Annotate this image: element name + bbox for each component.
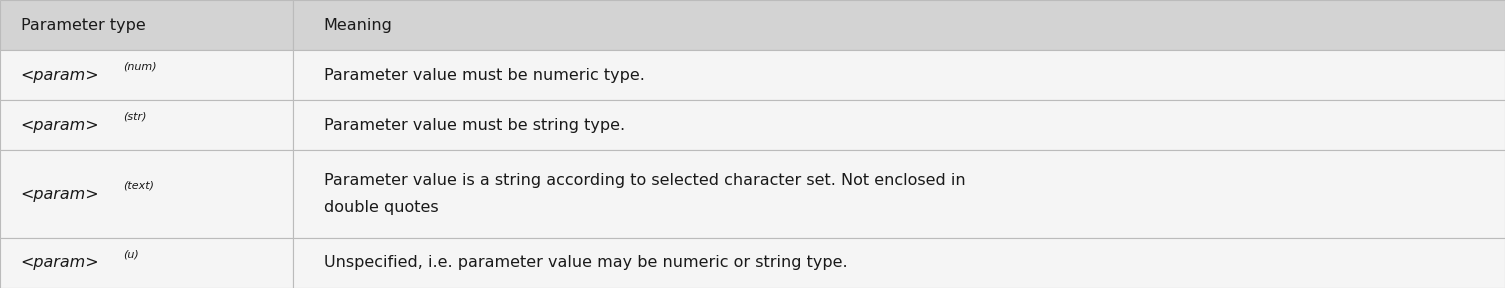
Text: Parameter type: Parameter type (21, 18, 146, 33)
Text: (text): (text) (123, 181, 155, 191)
Text: Parameter value must be numeric type.: Parameter value must be numeric type. (324, 68, 644, 83)
Bar (0, 50, 293, 100)
Bar (293, 0, 1505, 50)
Bar (0, 100, 293, 150)
Bar (293, 100, 1505, 150)
Text: double quotes: double quotes (324, 200, 438, 215)
Text: Parameter value must be string type.: Parameter value must be string type. (324, 118, 625, 133)
Bar (293, 50, 1505, 100)
Text: (num): (num) (123, 62, 157, 72)
Text: <param>: <param> (21, 255, 99, 270)
Text: <param>: <param> (21, 118, 99, 133)
Text: Meaning: Meaning (324, 18, 393, 33)
Text: Unspecified, i.e. parameter value may be numeric or string type.: Unspecified, i.e. parameter value may be… (324, 255, 847, 270)
Bar (293, 238, 1505, 288)
Text: <param>: <param> (21, 68, 99, 83)
Text: Parameter value is a string according to selected character set. Not enclosed in: Parameter value is a string according to… (324, 173, 965, 188)
Text: (str): (str) (123, 112, 147, 122)
Text: <param>: <param> (21, 187, 99, 202)
Bar (0, 150, 293, 238)
Bar (0, 0, 293, 50)
Bar (293, 150, 1505, 238)
Text: (u): (u) (123, 249, 140, 259)
Bar (0, 238, 293, 288)
